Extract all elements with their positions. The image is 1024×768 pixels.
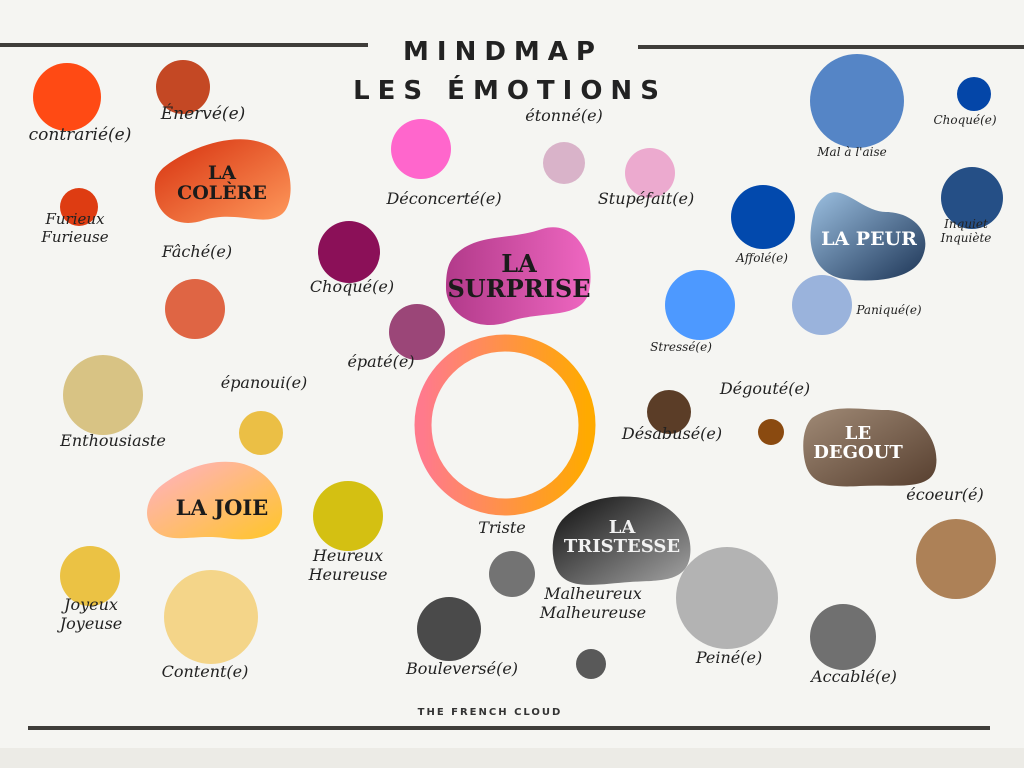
category-label-colere: LA COLÈRE xyxy=(177,162,267,204)
emotion-bubble xyxy=(957,77,991,111)
emotion-label: Accablé(e) xyxy=(811,667,897,687)
emotion-label: Choqué(e) xyxy=(309,277,395,297)
emotion-bubble xyxy=(758,419,784,445)
emotion-bubble xyxy=(318,221,380,283)
emotion-bubble xyxy=(489,551,535,597)
emotion-label: Triste xyxy=(478,518,526,538)
category-label-joie: LA JOIE xyxy=(175,494,269,520)
credit-text: THE FRENCH CLOUD xyxy=(417,707,563,718)
emotion-bubble xyxy=(391,119,451,179)
emotion-bubble xyxy=(313,481,383,551)
emotion-bubble xyxy=(60,546,120,606)
emotion-label: écoeur(é) xyxy=(906,485,984,505)
emotion-label: épanoui(e) xyxy=(220,373,308,393)
emotion-bubble xyxy=(810,604,876,670)
emotion-label: Inquiet Inquiète xyxy=(940,216,992,245)
emotion-bubble xyxy=(576,649,606,679)
emotion-bubble xyxy=(239,411,283,455)
emotion-label: étonné(e) xyxy=(525,106,603,126)
emotion-label: Paniqué(e) xyxy=(856,302,922,317)
emotion-bubble xyxy=(810,54,904,148)
emotion-label: Dégouté(e) xyxy=(719,379,811,399)
emotion-bubble xyxy=(165,279,225,339)
emotion-bubble xyxy=(417,597,481,661)
title-line-2: LES ÉMOTIONS xyxy=(353,76,667,106)
emotion-bubble xyxy=(625,148,675,198)
emotion-label: Désabusé(e) xyxy=(621,424,723,444)
emotion-label: Malheureux Malheureuse xyxy=(539,583,647,622)
emotion-label: Peiné(e) xyxy=(695,648,763,668)
emotion-label: Choqué(e) xyxy=(933,112,997,127)
emotion-bubble xyxy=(792,275,852,335)
emotion-label: Stressé(e) xyxy=(650,339,712,354)
category-blob-surprise xyxy=(446,227,591,326)
emotion-bubble xyxy=(543,142,585,184)
emotion-label: contrarié(e) xyxy=(28,124,132,145)
emotion-label: Enthousiaste xyxy=(60,431,166,451)
category-blob-joie xyxy=(147,461,283,540)
bottom-rule xyxy=(28,726,990,730)
emotion-label: Mal à l'aise xyxy=(817,144,887,159)
title-line-1: MINDMAP xyxy=(403,37,603,67)
top-rule-left xyxy=(0,43,368,47)
category-label-surprise: LA SURPRISE xyxy=(447,248,591,303)
category-blob-degout xyxy=(803,408,937,487)
category-blob-colere xyxy=(154,139,291,223)
emotion-label: Stupéfait(e) xyxy=(597,189,695,209)
category-label-degout: LE DEGOUT xyxy=(813,423,903,463)
bottom-band xyxy=(0,748,1024,768)
category-blob-peur xyxy=(810,192,926,281)
emotion-label: épaté(e) xyxy=(347,352,415,372)
emotion-label: Heureux Heureuse xyxy=(308,545,388,584)
emotion-label: Joyeux Joyeuse xyxy=(59,594,123,633)
emotion-bubble xyxy=(941,167,1003,229)
emotion-bubble xyxy=(389,304,445,360)
category-label-peur: LA PEUR xyxy=(821,228,917,251)
emotion-bubble xyxy=(33,63,101,131)
emotion-label: Fâché(e) xyxy=(161,242,233,262)
emotion-label: Furieux Furieuse xyxy=(41,210,109,246)
category-blob-tristesse xyxy=(552,496,691,585)
emotion-bubble xyxy=(164,570,258,664)
emotion-label: Énervé(e) xyxy=(160,103,246,124)
emotion-label: Bouleversé(e) xyxy=(405,659,519,679)
emotion-bubble xyxy=(916,519,996,599)
emotion-label: Affolé(e) xyxy=(736,250,788,265)
emotion-bubble xyxy=(676,547,778,649)
emotion-bubble xyxy=(60,188,98,226)
emotion-label: Content(e) xyxy=(161,662,249,682)
emotion-bubble xyxy=(665,270,735,340)
center-ring xyxy=(414,334,596,516)
emotion-bubble xyxy=(156,60,210,114)
category-label-tristesse: LA TRISTESSE xyxy=(563,517,681,557)
emotion-bubble xyxy=(63,355,143,435)
emotion-bubble xyxy=(731,185,795,249)
top-rule-right xyxy=(638,45,1024,49)
emotion-bubble xyxy=(647,390,691,434)
emotion-label: Déconcerté(e) xyxy=(386,189,502,209)
